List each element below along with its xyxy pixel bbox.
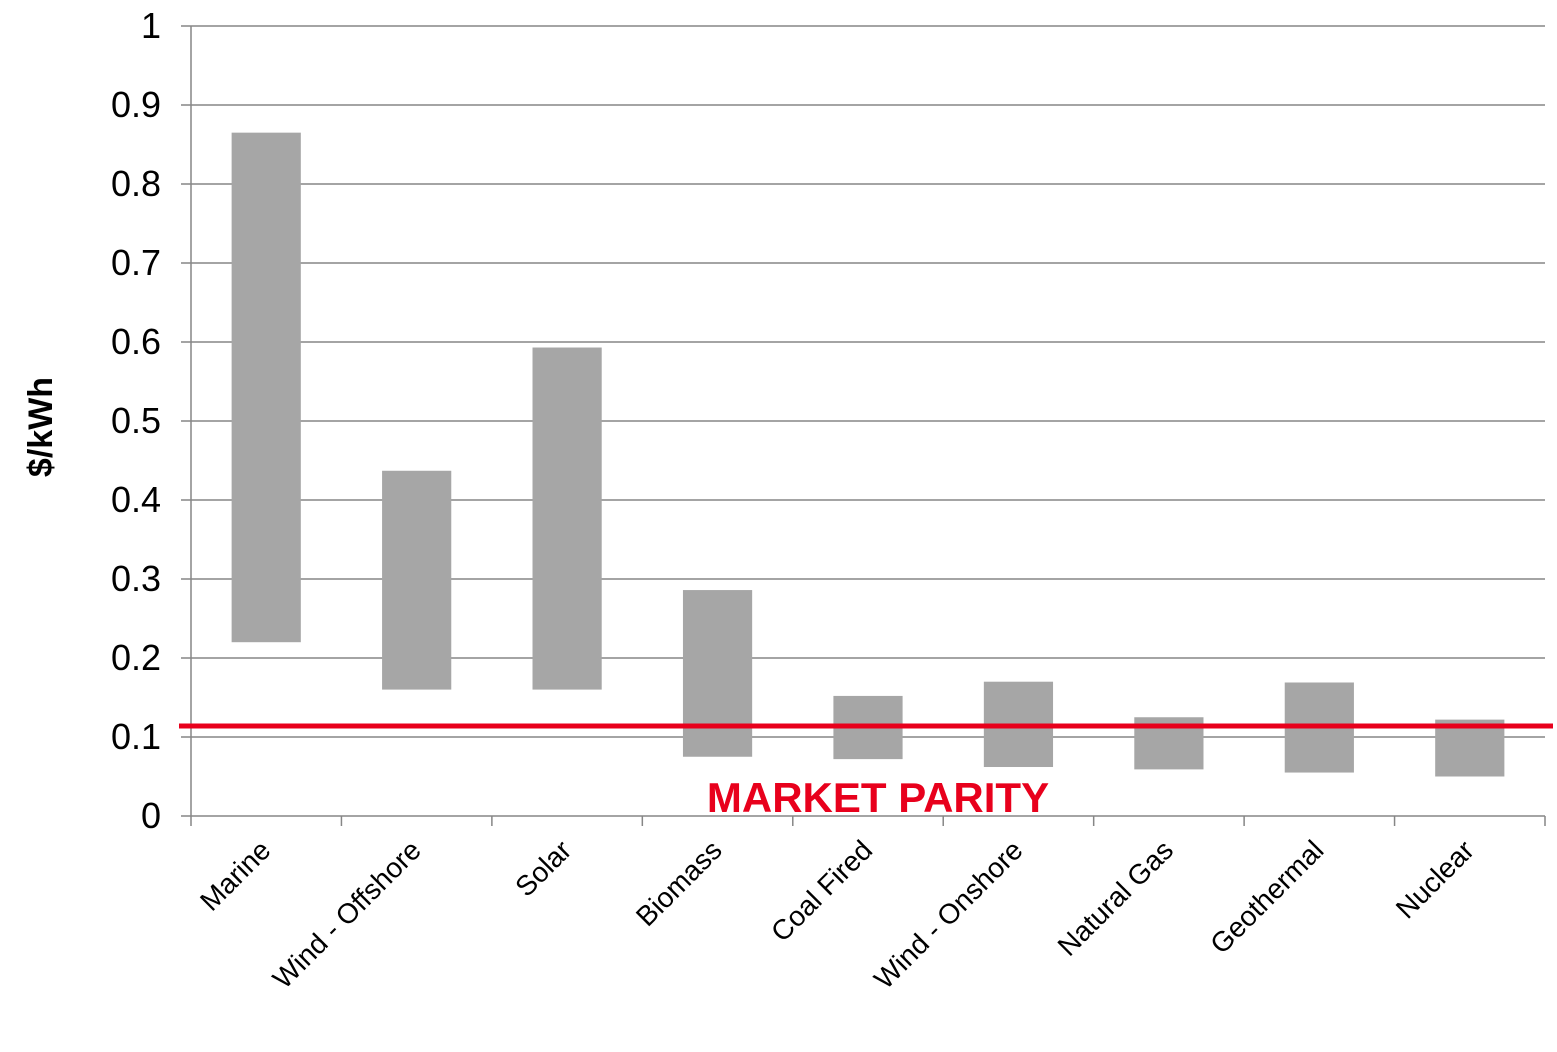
x-category-label: Marine xyxy=(194,834,276,916)
y-tick-label: 0.5 xyxy=(111,400,161,441)
y-tick-labels: 0 0.1 0.2 0.3 0.4 0.5 0.6 0.7 0.8 0.9 1 xyxy=(111,5,161,836)
y-tick-label: 0.2 xyxy=(111,637,161,678)
x-category-label: Geothermal xyxy=(1204,834,1329,959)
market-parity-label: MARKET PARITY xyxy=(707,774,1049,821)
range-bar-marine xyxy=(231,132,301,643)
range-bar-nuclear xyxy=(1435,719,1505,777)
y-tick-label: 0.4 xyxy=(111,479,161,520)
y-tick-label: 0.9 xyxy=(111,84,161,125)
x-category-label: Solar xyxy=(509,834,577,902)
y-tick-label: 0.3 xyxy=(111,558,161,599)
range-bar-wind-offshore xyxy=(382,470,452,690)
x-category-label: Nuclear xyxy=(1390,834,1480,924)
y-tick-label: 0.8 xyxy=(111,163,161,204)
x-category-label: Wind - Onshore xyxy=(868,834,1029,995)
x-category-label: Natural Gas xyxy=(1052,834,1180,962)
y-tick-label: 0.7 xyxy=(111,242,161,283)
x-category-label: Biomass xyxy=(630,834,728,932)
x-category-label: Wind - Offshore xyxy=(267,834,427,994)
x-category-label: Coal Fired xyxy=(765,834,878,947)
axes xyxy=(181,25,1546,826)
y-tick-label: 0.6 xyxy=(111,321,161,362)
range-bars xyxy=(231,132,1505,777)
y-tick-label: 0.1 xyxy=(111,716,161,757)
y-tick-label: 0 xyxy=(141,795,161,836)
range-bar-biomass xyxy=(682,590,753,757)
y-tick-label: 1 xyxy=(141,5,161,46)
range-bar-solar xyxy=(532,347,602,690)
y-axis-title: $/kWh xyxy=(22,377,60,477)
